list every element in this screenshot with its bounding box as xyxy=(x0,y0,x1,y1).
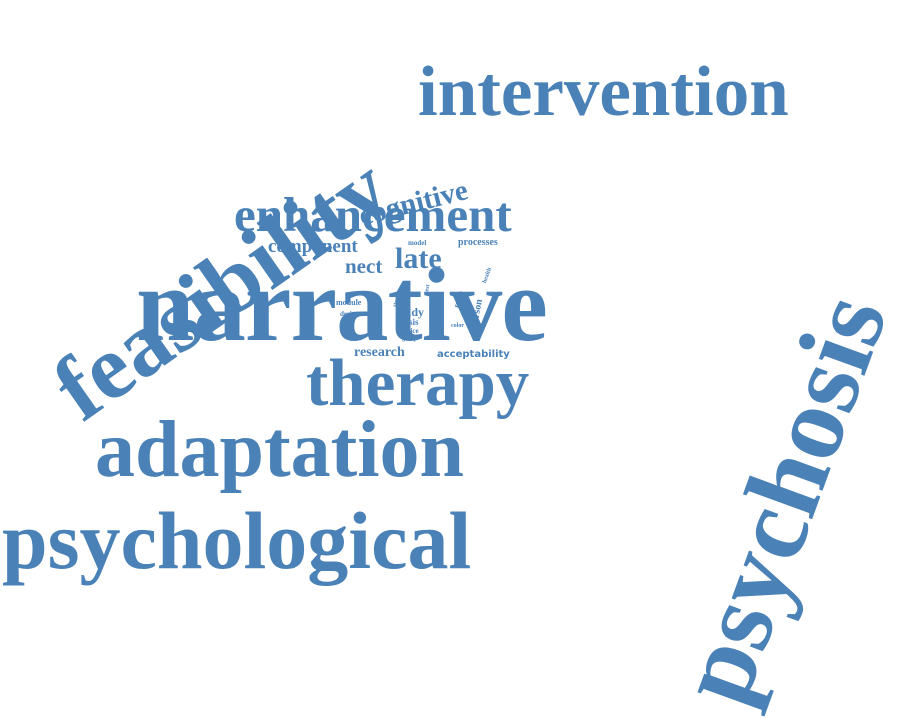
word-group: group xyxy=(402,336,418,342)
word-processes: processes xyxy=(458,237,498,248)
word-psychosis: psychosis xyxy=(654,279,900,718)
word-thesis: thesis xyxy=(397,317,419,327)
word-cloud: psychosis narrative feasibility interven… xyxy=(2,53,900,718)
word-enhancement: enhancement xyxy=(234,187,512,242)
word-late: late xyxy=(395,242,442,275)
word-research: research xyxy=(354,345,405,360)
word-module: module xyxy=(336,298,362,307)
word-acceptability: acceptability xyxy=(437,349,510,360)
word-color: color xyxy=(451,323,464,329)
word-intervention: intervention xyxy=(418,53,789,131)
word-study: study xyxy=(396,305,425,319)
word-psychological: psychological xyxy=(2,495,472,586)
word-service: service xyxy=(398,327,419,335)
word-model: model xyxy=(408,239,427,247)
word-nect: nect xyxy=(345,254,383,278)
word-adaptation: adaptation xyxy=(95,406,464,494)
word-therapy: therapy xyxy=(306,346,530,420)
word-narrative: narrative xyxy=(136,246,548,363)
word-design: design xyxy=(340,310,360,318)
word-component: component xyxy=(268,236,358,257)
